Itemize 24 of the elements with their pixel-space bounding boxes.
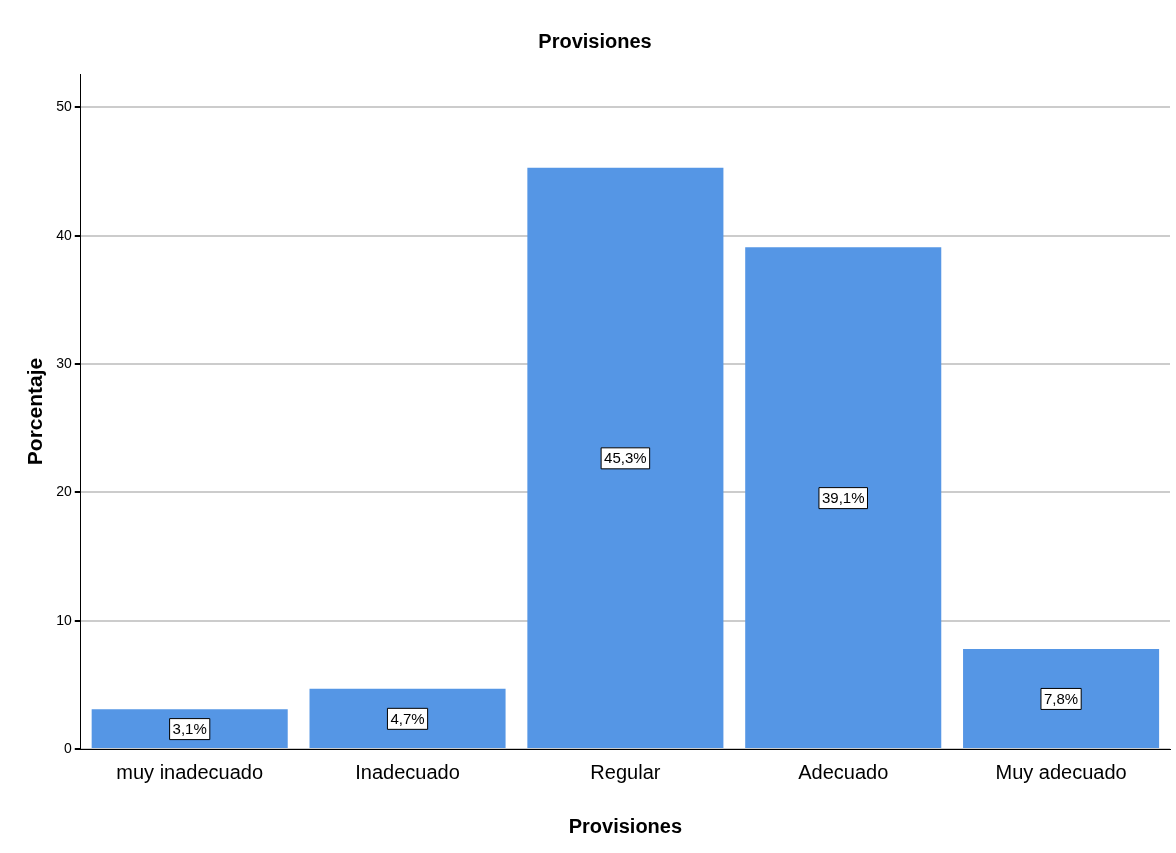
x-tick-label: Adecuado: [798, 760, 889, 783]
bar: [963, 648, 1160, 748]
data-label: 3,1%: [172, 720, 207, 738]
x-tick-label: muy inadecuado: [116, 760, 264, 783]
y-tick-label: 20: [56, 483, 72, 500]
data-label: 7,8%: [1043, 690, 1079, 708]
bar: [91, 709, 288, 748]
y-tick-label: 0: [63, 739, 72, 756]
data-label: 4,7%: [390, 709, 425, 727]
x-tick-label: Regular: [590, 760, 661, 783]
x-tick-label: Muy adecuado: [995, 760, 1127, 783]
data-label: 45,3%: [604, 449, 647, 467]
y-tick-label: 10: [56, 611, 72, 628]
x-tick-label: Inadecuado: [355, 760, 460, 783]
y-axis-title: Porcentaje: [23, 357, 47, 466]
bar: [527, 167, 724, 748]
bar: [309, 688, 506, 748]
y-tick-label: 30: [56, 354, 72, 371]
chart-title: Provisiones: [538, 29, 652, 52]
data-label: 39,1%: [821, 489, 865, 507]
bar: [745, 247, 942, 748]
y-tick-label: 50: [56, 98, 72, 115]
x-axis-title: Provisiones: [568, 814, 683, 837]
y-tick-label: 40: [56, 226, 72, 243]
